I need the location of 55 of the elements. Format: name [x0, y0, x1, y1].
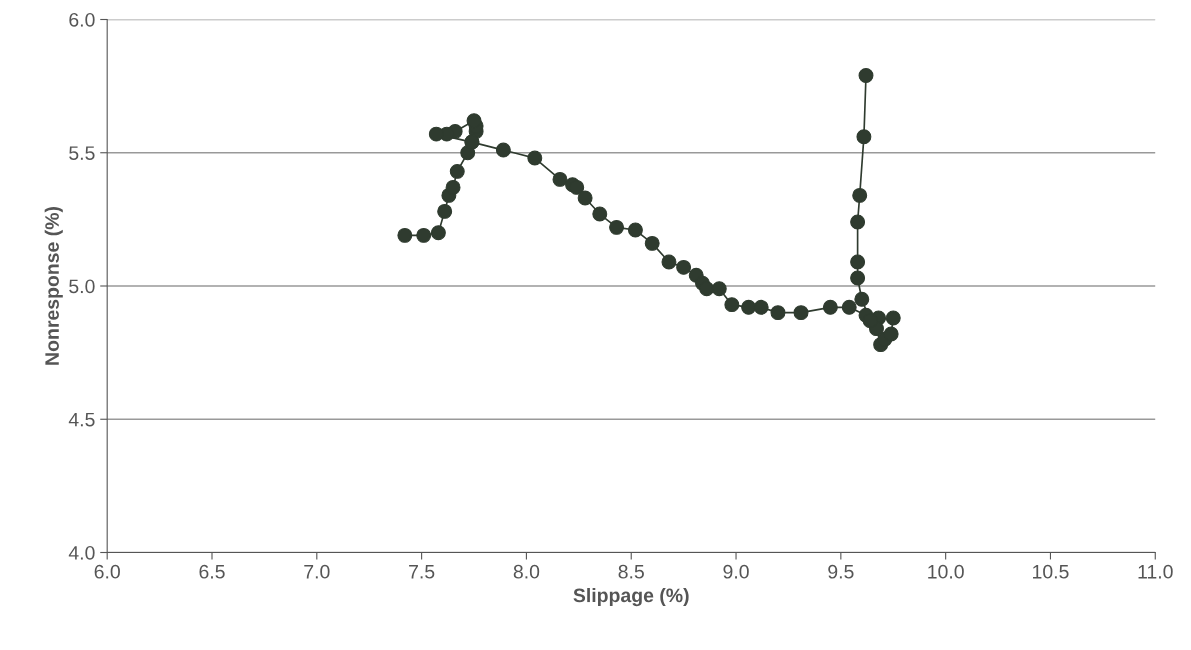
point: [885, 310, 901, 326]
x-tick-label: 9.0: [723, 564, 749, 579]
y-tick-label: 5.0: [69, 279, 95, 294]
x-tick-label: 10.0: [928, 564, 964, 579]
point: [609, 219, 625, 235]
x-tick-label: 6.0: [94, 564, 120, 579]
x-axis-title: Slippage (%): [573, 587, 689, 607]
point: [858, 68, 874, 83]
x-tick-label: 8.0: [513, 564, 540, 579]
point: [527, 150, 543, 166]
x-tick-label: 10.5: [1033, 564, 1069, 579]
point: [841, 299, 857, 315]
x-tick-label: 7.0: [304, 564, 330, 579]
point: [676, 259, 692, 275]
point: [822, 299, 838, 315]
point: [577, 190, 593, 206]
point: [852, 187, 868, 203]
point: [592, 206, 608, 222]
x-tick-label: 7.5: [409, 565, 435, 579]
point: [495, 142, 511, 158]
point: [741, 299, 757, 315]
point: [753, 299, 769, 315]
y-tick-label: 4.0: [68, 545, 95, 560]
y-tick-label: 6.0: [69, 12, 95, 27]
point: [449, 163, 465, 179]
point: [711, 281, 727, 297]
point: [883, 326, 899, 342]
point: [644, 235, 660, 251]
point: [430, 225, 446, 241]
point: [397, 227, 413, 243]
y-tick-label: 4.5: [68, 412, 95, 427]
point: [850, 214, 866, 230]
point: [552, 171, 568, 187]
x-tick-label: 9.5: [828, 564, 854, 579]
point: [770, 305, 786, 321]
x-tick-label: 8.5: [618, 564, 644, 579]
point: [856, 129, 872, 145]
point: [445, 179, 461, 195]
point: [850, 270, 866, 286]
point: [724, 297, 740, 313]
point: [416, 227, 432, 243]
point: [699, 281, 715, 297]
x-tick-label: 6.5: [199, 564, 225, 579]
point: [793, 305, 809, 321]
point: [627, 222, 643, 238]
point: [437, 203, 453, 219]
point: [466, 113, 482, 129]
y-axis-title: Nonresponse (%): [44, 207, 63, 365]
x-tick-label: 11.0: [1138, 564, 1173, 579]
point: [428, 126, 444, 142]
y-tick-label: 5.5: [69, 146, 95, 160]
point: [661, 254, 677, 270]
point: [569, 179, 585, 195]
point: [854, 291, 870, 307]
point: [850, 254, 866, 270]
